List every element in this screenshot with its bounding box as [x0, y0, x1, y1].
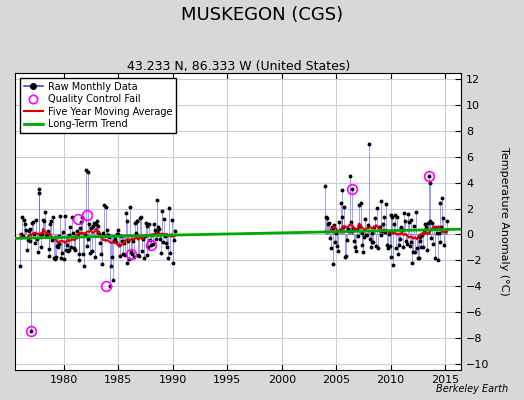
Y-axis label: Temperature Anomaly (°C): Temperature Anomaly (°C)	[499, 147, 509, 296]
Text: Berkeley Earth: Berkeley Earth	[436, 384, 508, 394]
Title: 43.233 N, 86.333 W (United States): 43.233 N, 86.333 W (United States)	[126, 60, 350, 73]
Legend: Raw Monthly Data, Quality Control Fail, Five Year Moving Average, Long-Term Tren: Raw Monthly Data, Quality Control Fail, …	[20, 78, 177, 133]
Text: MUSKEGON (CGS): MUSKEGON (CGS)	[181, 6, 343, 24]
